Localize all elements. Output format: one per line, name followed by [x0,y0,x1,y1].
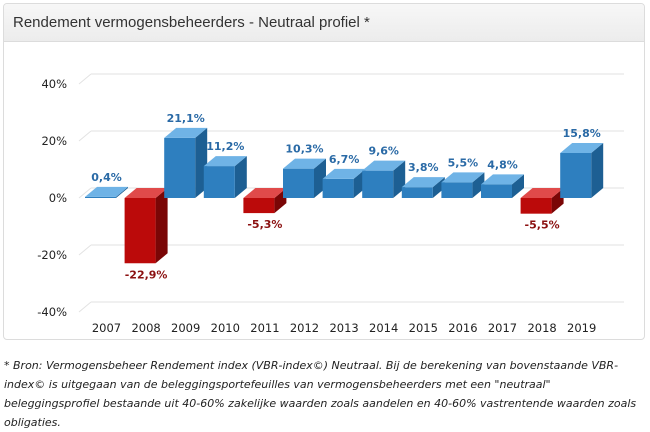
bar-2009 [164,127,208,198]
data-label: 15,8% [563,127,601,140]
bar-2010 [203,156,247,198]
data-label: 0,4% [91,171,122,184]
data-label: -5,5% [525,219,560,232]
x-tick-label: 2013 [329,321,358,335]
x-tick-label: 2011 [250,321,279,335]
data-label: -22,9% [125,268,168,281]
bar-2013 [322,168,366,198]
data-label: 5,5% [448,156,479,169]
data-label: 9,6% [368,145,399,158]
bar-2017 [481,174,524,198]
gridline-depth [78,244,92,256]
x-tick-label: 2018 [527,321,556,335]
bar-top [441,172,485,183]
gridline-depth [78,73,92,85]
bar-chart: 40% 20% 0% -20% -40% 0,4% 2007 -22,9% 2008 21,1% 2… [37,73,624,335]
bar-front [322,178,354,198]
bar-front [283,168,314,198]
x-tick-label: 2016 [448,321,477,335]
bar-front [203,166,235,198]
bar-top [124,188,168,198]
bar-side [234,156,247,198]
bar-top [520,188,564,198]
x-tick-label: 2015 [409,321,438,335]
y-tick-label: 0% [49,191,67,205]
bar-2019 [560,142,604,198]
x-tick-label: 2007 [92,321,121,335]
bar-front [362,170,394,198]
bar-side [116,186,128,198]
data-label: 6,7% [329,153,360,166]
bar-2012 [283,158,326,198]
bar-front [520,198,552,214]
footnote: * Bron: Vermogensbeheer Rendement index … [4,359,637,429]
bar-front [85,196,116,198]
bar-front [164,137,196,198]
y-tick-label: -20% [37,248,67,262]
bar-2016 [441,172,485,198]
bar-front [560,152,592,198]
x-tick-label: 2014 [369,321,398,335]
bar-top [401,177,445,188]
bar-2015 [401,177,445,198]
gridline-depth [78,130,92,142]
bar-front [481,184,512,198]
gridline-depth [78,301,92,313]
bar-front [124,198,156,264]
y-tick-label: 40% [41,77,67,91]
bar-top [85,186,128,197]
x-tick-label: 2009 [171,321,200,335]
x-tick-label: 2010 [211,321,240,335]
bar-2008 [124,188,168,264]
bar-2007 [85,186,128,198]
bar-top [322,168,366,179]
bar-side [591,142,604,198]
bar-front [243,198,275,214]
bar-side [155,188,168,264]
x-tick-label: 2008 [131,321,160,335]
y-tick-label: 20% [41,134,67,148]
x-tick-label: 2019 [567,321,596,335]
x-tick-label: 2017 [488,321,517,335]
bar-2011 [243,188,287,214]
gridline-depth [78,187,92,199]
bar-top [362,160,406,171]
chart-title: Rendement vermogensbeheerders - Neutraal… [4,4,644,42]
bar-2014 [362,160,406,198]
chart-panel: Rendement vermogensbeheerders - Neutraal… [3,3,645,340]
bar-side [512,174,524,198]
bar-top [203,156,247,167]
bar-top [560,142,604,153]
bar-2018 [520,188,564,214]
data-label: 21,1% [167,112,205,125]
bar-front [401,187,433,198]
bar-top [243,188,287,198]
bar-top [283,158,326,169]
bar-side [472,172,485,198]
data-label: 3,8% [408,161,439,174]
bar-top [481,174,524,185]
data-label: 4,8% [487,158,518,171]
y-tick-label: -40% [37,305,67,319]
data-label: 11,2% [206,140,244,153]
data-label: 10,3% [285,143,323,156]
bar-front [441,182,473,198]
bar-top [164,127,208,138]
x-tick-label: 2012 [290,321,319,335]
data-label: -5,3% [247,218,282,231]
